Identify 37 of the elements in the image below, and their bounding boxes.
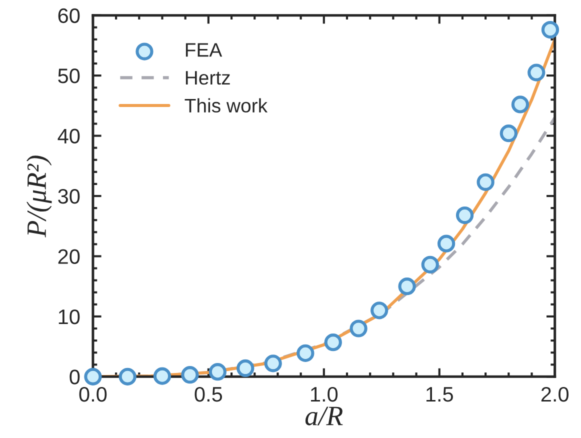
- point: [208, 363, 226, 381]
- point: [118, 368, 136, 386]
- x-tick-label: 0.5: [194, 386, 222, 402]
- point: [476, 173, 494, 191]
- y-tick-label: 20: [58, 249, 80, 264]
- point: [398, 278, 416, 296]
- point: [296, 344, 314, 362]
- y-axis-title: P/(μR²): [26, 156, 52, 238]
- x-tick-label: 2.0: [541, 386, 569, 402]
- point: [500, 124, 518, 142]
- point: [236, 359, 254, 378]
- point: [511, 96, 530, 114]
- point: [84, 368, 102, 386]
- point: [324, 334, 342, 352]
- y-tick-label: 0: [70, 370, 80, 384]
- x-tick-label: 1.5: [426, 387, 453, 402]
- point: [421, 256, 439, 274]
- point: [153, 367, 172, 385]
- point: [528, 64, 546, 82]
- legend-label: FEA: [186, 43, 222, 57]
- point: [181, 366, 199, 384]
- point: [437, 234, 456, 252]
- x-tick-label: 1.0: [311, 386, 338, 402]
- y-tick-label: 60: [58, 8, 80, 24]
- point: [350, 320, 368, 338]
- point: [264, 354, 282, 372]
- point: [541, 20, 560, 39]
- point: [370, 302, 388, 320]
- point: [456, 206, 474, 224]
- y-tick-label: 50: [58, 68, 80, 84]
- x-axis-title: a/R: [305, 406, 343, 426]
- legend-label: This work: [184, 98, 268, 113]
- x-tick-label: 0.0: [79, 386, 107, 402]
- legend-label: Hertz: [186, 71, 230, 85]
- y-tick-label: 10: [58, 309, 80, 324]
- y-tick-label: 30: [58, 189, 80, 204]
- y-tick-label: 40: [58, 128, 80, 144]
